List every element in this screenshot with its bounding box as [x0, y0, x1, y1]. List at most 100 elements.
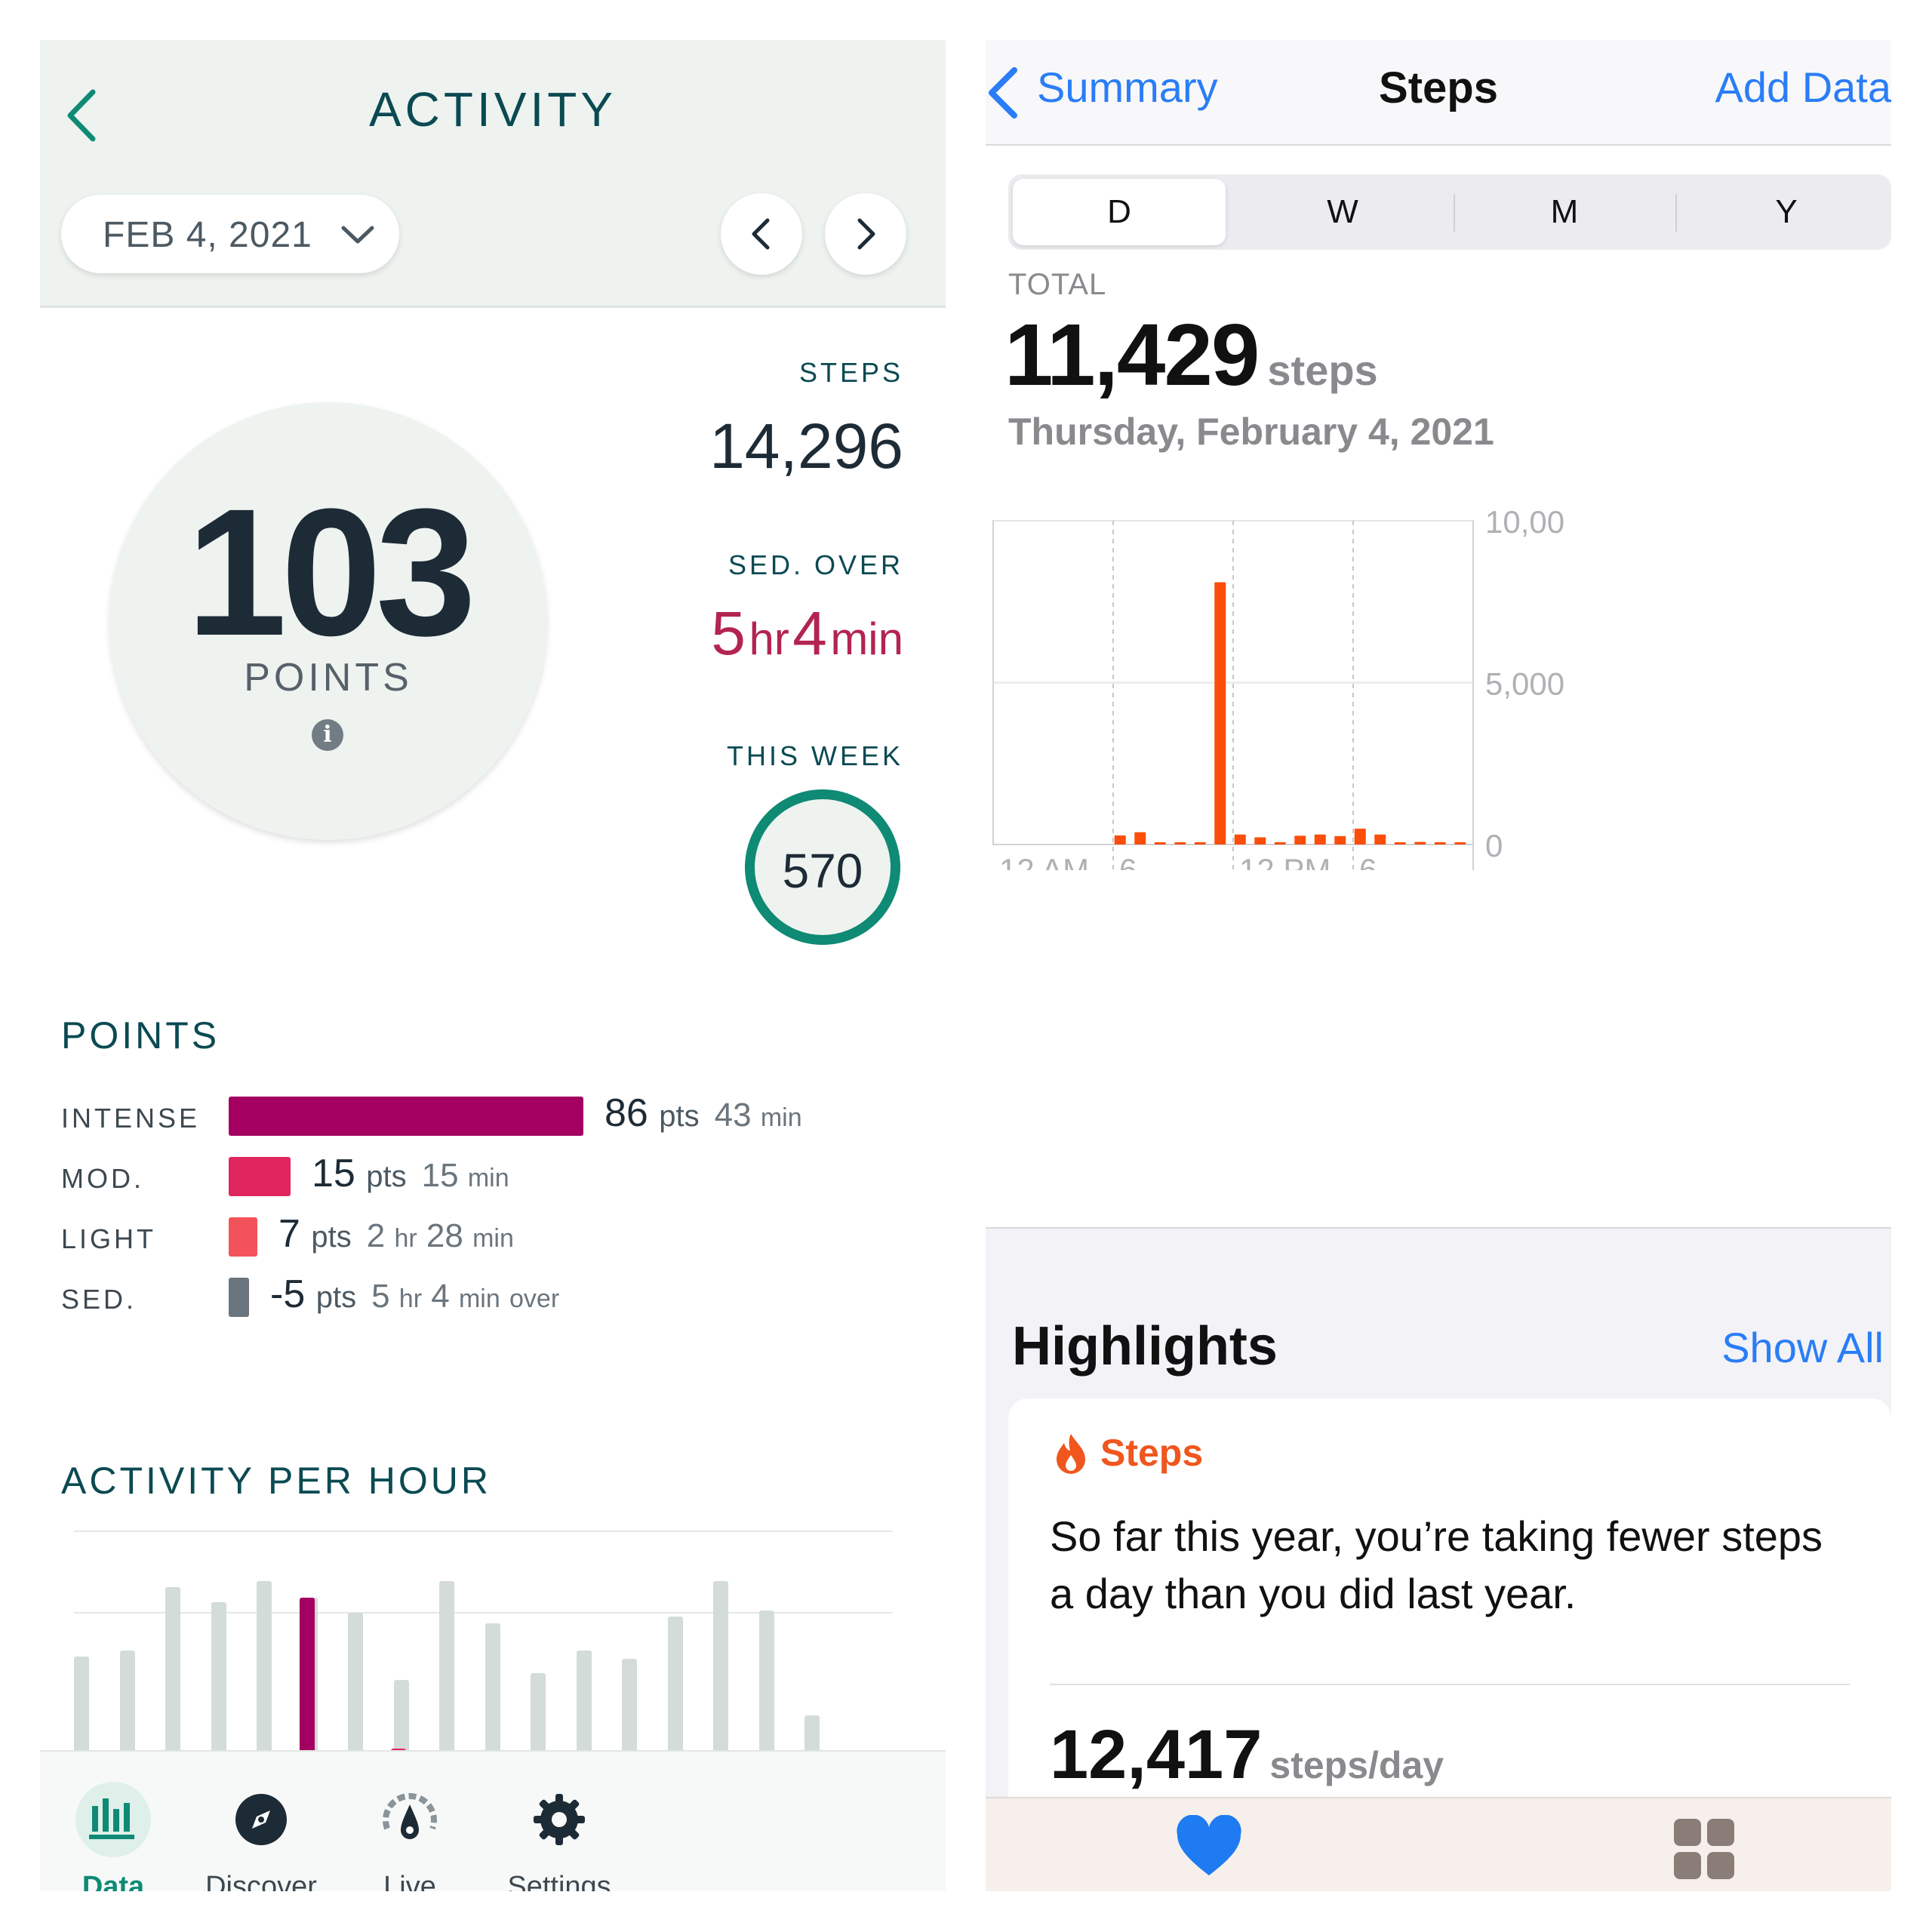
tab-discover[interactable]: Discover [186, 1752, 337, 1891]
step-bar [1394, 842, 1406, 844]
selected-date: Thursday, February 4, 2021 [1008, 411, 1494, 453]
breakdown-bar [229, 1097, 583, 1136]
breakdown-bar [229, 1217, 257, 1257]
segment-day[interactable]: D [1013, 179, 1226, 245]
tab-label: Discover [205, 1871, 317, 1891]
x-tick-label: 6 [1359, 852, 1377, 870]
hour-bar [485, 1623, 500, 1791]
step-bar [1154, 842, 1166, 844]
points-label: POINTS [244, 656, 413, 700]
navigation-bar: Summary Steps Add Data [986, 40, 1891, 146]
sed-hours: 5 [711, 599, 746, 668]
step-bar [1454, 842, 1466, 844]
highlight-average-unit: steps/day [1269, 1744, 1444, 1786]
sed-minutes-unit: min [830, 614, 903, 664]
chevron-left-icon [989, 67, 1017, 118]
steps-by-hour-chart: 10,00 5,000 0 12 AM 6 12 PM 6 [992, 504, 1564, 870]
chevron-left-icon [67, 89, 96, 142]
segment-divider [1454, 194, 1455, 232]
highlight-text: So far this year, you’re taking fewer st… [1050, 1512, 1823, 1617]
step-bar [1434, 842, 1446, 844]
x-tick-label: 12 PM [1239, 852, 1331, 870]
total-label: TOTAL [1008, 268, 1107, 301]
highlight-category: Steps [1100, 1432, 1204, 1474]
step-bar [1114, 835, 1126, 844]
next-day-button[interactable] [825, 193, 906, 275]
y-tick-label: 5,000 [1485, 666, 1564, 702]
step-bar [1134, 832, 1146, 844]
page-title: ACTIVITY [368, 82, 617, 137]
hour-bar [257, 1581, 272, 1791]
compass-icon [223, 1782, 299, 1857]
segment-year[interactable]: Y [1775, 193, 1798, 230]
sedentary-label: SED. OVER [728, 549, 903, 580]
info-icon[interactable]: i [312, 719, 343, 751]
tab-settings[interactable]: Settings [484, 1752, 635, 1891]
y-tick-label: 10,00 [1485, 504, 1564, 540]
tab-label: Live [383, 1871, 436, 1891]
bottom-tab-bar [986, 1797, 1891, 1891]
gridline [74, 1612, 893, 1614]
steps-value: 14,296 [709, 411, 903, 481]
tab-label: Settings [507, 1871, 611, 1891]
total-steps: 11,429 steps [1004, 304, 1378, 405]
points-summary-circle: 103 POINTS i [109, 402, 547, 840]
step-bar [1334, 835, 1346, 844]
hour-bar [667, 1617, 683, 1791]
step-bar [1214, 582, 1226, 844]
time-range-segmented-control: D W M Y [1008, 174, 1891, 250]
grid-icon[interactable] [1672, 1817, 1736, 1881]
divider [1050, 1684, 1850, 1685]
flame-icon [1057, 1434, 1085, 1474]
step-bar [1294, 835, 1306, 844]
chevron-down-icon [341, 226, 374, 244]
highlight-average-value: 12,417 [1050, 1716, 1263, 1793]
activity-header: ACTIVITY FEB 4, 2021 [40, 40, 946, 308]
highlight-average: 12,417 steps/day [1050, 1715, 1444, 1795]
x-tick-label: 6 [1119, 852, 1137, 870]
hour-bar [165, 1587, 180, 1791]
previous-day-button[interactable] [721, 193, 802, 275]
total-steps-unit: steps [1267, 346, 1378, 394]
segment-month[interactable]: M [1550, 193, 1579, 230]
show-all-link[interactable]: Show All [1721, 1324, 1884, 1371]
breakdown-label: INTENSE [61, 1103, 201, 1134]
gridline [74, 1531, 893, 1532]
breakdown-bar [229, 1278, 249, 1317]
points-section-heading: POINTS [61, 1014, 220, 1057]
step-bar [1274, 842, 1286, 844]
breakdown-label: MOD. [61, 1163, 144, 1194]
back-button[interactable] [57, 82, 109, 149]
this-week-ring[interactable]: 570 [745, 789, 900, 945]
tab-live[interactable]: Live [334, 1752, 485, 1891]
step-bar [1414, 841, 1426, 844]
step-bar [1314, 834, 1326, 844]
hour-bar [713, 1581, 728, 1791]
steps-label: STEPS [798, 357, 903, 388]
bar-chart-icon [75, 1782, 151, 1857]
highlights-heading: Highlights [1012, 1316, 1278, 1377]
date-picker[interactable]: FEB 4, 2021 [61, 195, 399, 273]
step-bar [1374, 834, 1386, 844]
activity-per-hour-heading: ACTIVITY PER HOUR [61, 1460, 491, 1502]
this-week-value: 570 [782, 844, 863, 898]
step-bar [1194, 842, 1206, 844]
tab-label: Data [82, 1871, 145, 1891]
sed-minutes: 4 [792, 599, 827, 668]
heart-icon[interactable] [1174, 1815, 1244, 1878]
hour-bar [439, 1581, 454, 1791]
total-steps-value: 11,429 [1004, 306, 1260, 404]
health-app-panel: Summary Steps Add Data D W M Y TOTAL 11,… [986, 40, 1891, 1891]
activity-app-panel: ACTIVITY FEB 4, 2021 103 POINTS i STEPS … [40, 40, 946, 1891]
date-label: FEB 4, 2021 [103, 215, 312, 255]
breakdown-label: SED. [61, 1284, 137, 1315]
x-tick-label: 12 AM [999, 852, 1089, 870]
hour-activity-bar [299, 1598, 315, 1791]
live-gauge-icon [372, 1782, 448, 1857]
tab-data[interactable]: Data [40, 1752, 189, 1891]
chevron-left-icon [752, 218, 770, 250]
step-bar [1174, 842, 1186, 844]
sed-hours-unit: hr [749, 614, 789, 664]
add-data-button[interactable]: Add Data [1715, 63, 1892, 111]
segment-week[interactable]: W [1327, 193, 1358, 230]
